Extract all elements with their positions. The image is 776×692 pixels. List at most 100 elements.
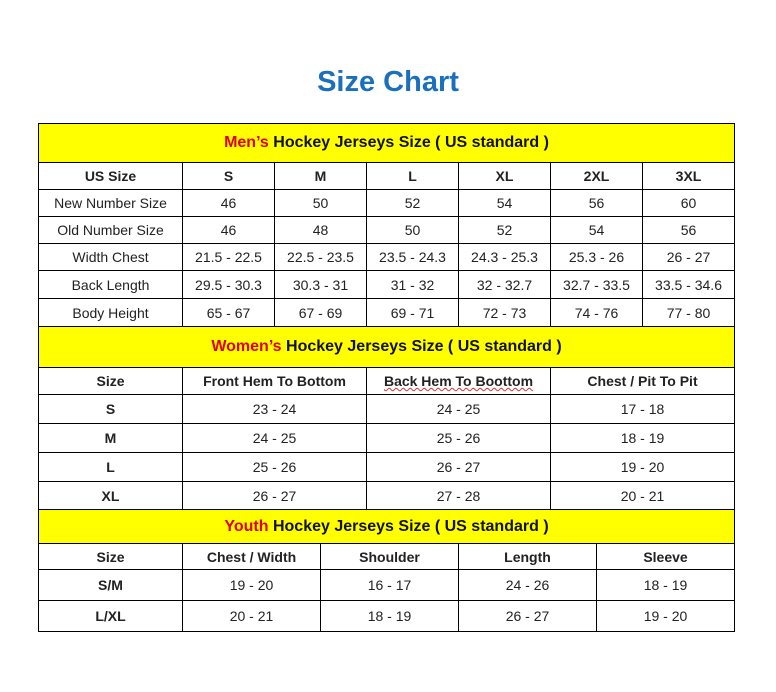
section-heading-text: Hockey Jerseys Size ( US standard )	[281, 338, 562, 355]
table-cell: 19 - 20	[549, 452, 736, 482]
row-label: Body Height	[38, 298, 183, 327]
page-title: Size Chart	[317, 66, 459, 98]
table-cell: 19 - 20	[595, 600, 736, 632]
table-cell: 18 - 19	[549, 423, 736, 453]
section-heading: Women’s Hockey Jerseys Size ( US standar…	[37, 326, 736, 368]
table-cell: 69 - 71	[366, 298, 459, 327]
table-cell: 67 - 69	[274, 298, 367, 327]
table-cell: 22.5 - 23.5	[274, 243, 367, 271]
table-cell: 74 - 76	[550, 298, 643, 327]
column-header: Shoulder	[320, 543, 459, 570]
table-cell: 30.3 - 31	[274, 270, 367, 299]
column-header: US Size	[38, 162, 183, 190]
section-heading-row: Youth Hockey Jerseys Size ( US standard …	[37, 509, 736, 544]
section-highlight: Men’s	[224, 134, 269, 151]
column-header: 3XL	[641, 162, 736, 190]
youth-size-table: Youth Hockey Jerseys Size ( US standard …	[37, 509, 736, 632]
table-cell: 56	[641, 216, 736, 244]
row-label: M	[38, 423, 183, 453]
table-row: Body Height 65 - 67 67 - 69 69 - 71 72 - 73 7…	[38, 298, 736, 327]
column-header-text: Chest / Width	[206, 548, 297, 565]
table-cell: 26 - 27	[182, 481, 367, 510]
column-header: L	[366, 162, 459, 190]
section-highlight: Women’s	[211, 338, 282, 355]
table-cell: 23 - 24	[182, 394, 367, 424]
column-header: Sleeve	[595, 543, 736, 570]
table-cell: 72 - 73	[458, 298, 551, 327]
section-heading-text: Hockey Jerseys Size ( US standard )	[268, 517, 549, 535]
row-label: XL	[38, 481, 183, 510]
table-cell: 19 - 20	[182, 569, 321, 601]
mens-size-table: Men’s Hockey Jerseys Size ( US standard …	[37, 123, 736, 327]
table-cell: 24 - 26	[458, 569, 597, 601]
column-header: Front Hem To Bottom	[182, 367, 367, 395]
row-label: New Number Size	[38, 189, 183, 217]
table-cell: 26 - 27	[641, 243, 736, 271]
table-row: S 23 - 24 24 - 25 17 - 18	[38, 394, 736, 424]
column-header: Chest / Width	[182, 543, 321, 570]
column-header: Chest / Pit To Pit	[549, 367, 736, 395]
column-header-text: S	[223, 168, 234, 184]
table-cell: 32 - 32.7	[458, 270, 551, 299]
table-cell: 46	[182, 189, 275, 217]
column-header-text: Length	[504, 548, 551, 565]
table-cell: 24.3 - 25.3	[458, 243, 551, 271]
row-label: L/XL	[38, 600, 183, 632]
column-header-text: L	[408, 168, 417, 184]
table-cell: 17 - 18	[549, 394, 736, 424]
row-label: Width Chest	[38, 243, 183, 271]
table-row: New Number Size 46 50 52 54 56 60	[38, 189, 736, 217]
table-cell: 31 - 32	[366, 270, 459, 299]
table-row: XL 26 - 27 27 - 28 20 - 21	[38, 481, 736, 510]
section-heading-row: Women’s Hockey Jerseys Size ( US standar…	[37, 326, 736, 368]
table-row: Width Chest 21.5 - 22.5 22.5 - 23.5 23.5 - …	[38, 243, 736, 271]
column-header: Size	[38, 367, 183, 395]
table-cell: 25 - 26	[182, 452, 367, 482]
column-header-text: Shoulder	[359, 548, 420, 565]
column-header-text: 2XL	[583, 168, 610, 184]
table-cell: 32.7 - 33.5	[550, 270, 643, 299]
table-row: Back Length 29.5 - 30.3 30.3 - 31 31 - 32 32…	[38, 270, 736, 299]
column-header: Size	[38, 543, 183, 570]
row-label: L	[38, 452, 183, 482]
table-cell: 77 - 80	[641, 298, 736, 327]
table-cell: 18 - 19	[595, 569, 736, 601]
womens-size-table: Women’s Hockey Jerseys Size ( US standar…	[37, 326, 736, 510]
section-heading-text: Hockey Jerseys Size ( US standard )	[268, 134, 549, 151]
column-header-text: Size	[96, 373, 125, 389]
column-header: XL	[458, 162, 551, 190]
table-cell: 54	[458, 189, 551, 217]
table-cell: 23.5 - 24.3	[366, 243, 459, 271]
column-header-text: Sleeve	[643, 548, 688, 565]
column-header-row: US Size S M L XL 2XL 3XL	[38, 162, 736, 190]
table-cell: 16 - 17	[320, 569, 459, 601]
table-cell: 20 - 21	[549, 481, 736, 510]
column-header: Back Hem To Boottom	[366, 367, 551, 395]
table-cell: 20 - 21	[182, 600, 321, 632]
table-cell: 25 - 26	[366, 423, 551, 453]
row-label: Back Length	[38, 270, 183, 299]
table-cell: 27 - 28	[366, 481, 551, 510]
table-cell: 26 - 27	[458, 600, 597, 632]
table-cell: 48	[274, 216, 367, 244]
table-cell: 60	[641, 189, 736, 217]
table-cell: 50	[274, 189, 367, 217]
table-cell: 26 - 27	[366, 452, 551, 482]
column-header: M	[274, 162, 367, 190]
table-row: Old Number Size 46 48 50 52 54 56	[38, 216, 736, 244]
table-cell: 21.5 - 22.5	[182, 243, 275, 271]
column-header-text: US Size	[84, 168, 137, 184]
table-cell: 54	[550, 216, 643, 244]
column-header-text: XL	[495, 168, 514, 184]
column-header-text: Size	[96, 548, 125, 565]
table-cell: 52	[366, 189, 459, 217]
row-label: S	[38, 394, 183, 424]
column-header-text: M	[314, 168, 327, 184]
table-cell: 46	[182, 216, 275, 244]
column-header-row: Size Chest / Width Shoulder Length Sleeve	[38, 543, 736, 570]
section-heading-row: Men’s Hockey Jerseys Size ( US standard …	[37, 123, 736, 163]
section-heading: Youth Hockey Jerseys Size ( US standard …	[37, 509, 736, 544]
table-cell: 56	[550, 189, 643, 217]
column-header: Length	[458, 543, 597, 570]
column-header-text: Back Hem To Boottom	[383, 373, 534, 389]
